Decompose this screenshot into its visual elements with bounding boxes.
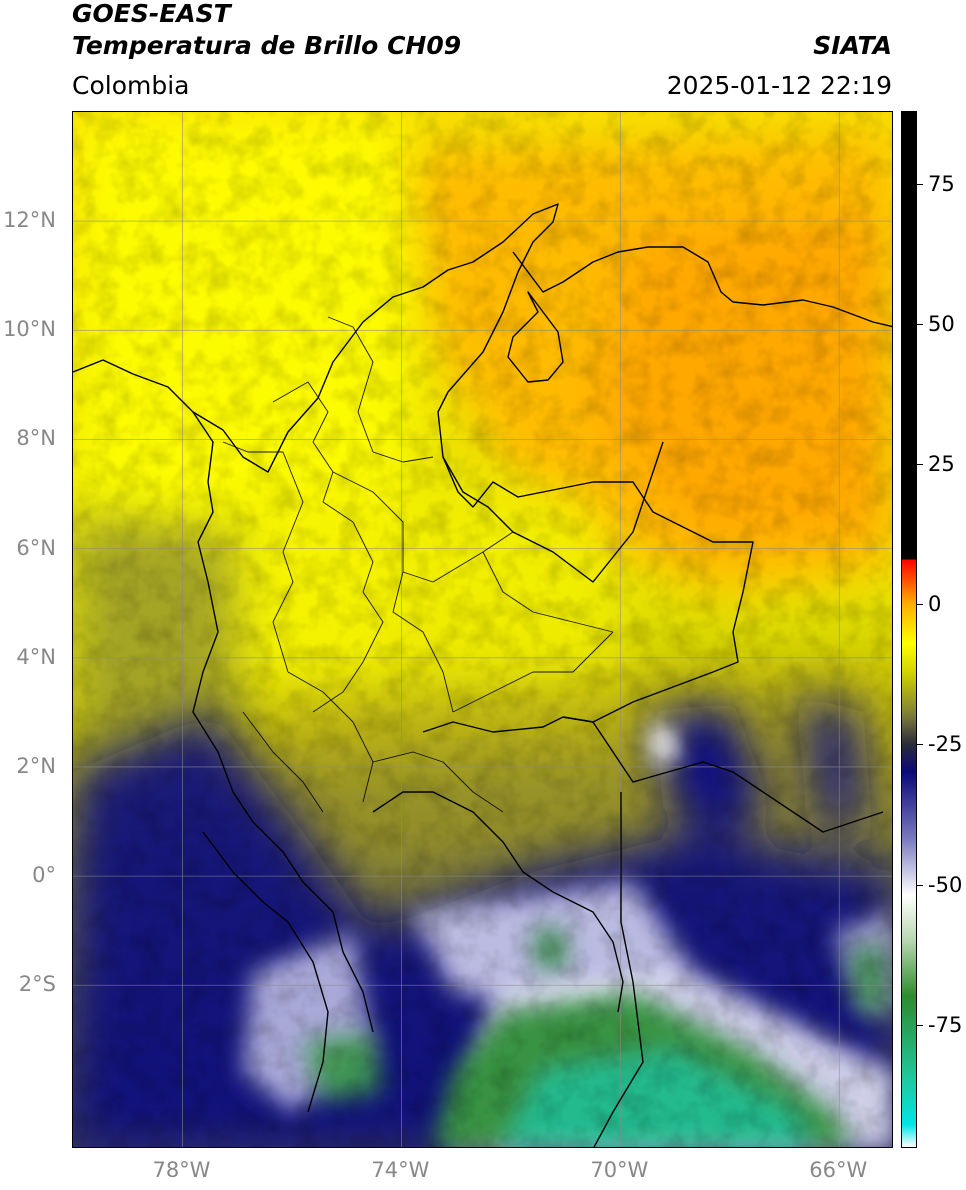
latitude-tick-label: 0°	[32, 863, 56, 888]
colorbar-tick	[917, 183, 923, 185]
ecuador-coast	[202, 831, 329, 1113]
colorbar-tick	[917, 324, 923, 325]
latitude-tick-label: 12°N	[3, 208, 56, 233]
colorbar-tick	[917, 884, 923, 886]
map-panel	[72, 111, 893, 1148]
colorbar-tick-label: 0	[928, 592, 942, 617]
coastline-borders	[73, 203, 892, 1147]
colorbar-tick-label: -50	[928, 872, 963, 897]
latitude-tick-label: 2°S	[18, 972, 56, 997]
colorbar-tick	[917, 604, 923, 606]
colombia-peru-ecuador-border	[372, 716, 624, 1013]
colorbar-tick-label: 25	[928, 452, 955, 477]
product-title: Temperatura de Brillo CH09	[72, 31, 462, 60]
latitude-tick-label: 10°N	[3, 317, 56, 342]
caribbean-coastline	[73, 203, 664, 583]
colorbar-tick-label: -25	[928, 732, 963, 757]
pacific-coastline	[192, 411, 374, 1033]
colombia-brazil-border	[562, 716, 884, 833]
latitude-tick-label: 4°N	[16, 644, 56, 669]
venezuela-coastline	[512, 246, 892, 328]
brightness-temperature-map	[73, 112, 892, 1147]
longitude-tick-label: 78°W	[152, 1158, 211, 1182]
colorbar-tick-label: -75	[928, 1012, 963, 1037]
maracaibo-lake	[507, 291, 564, 383]
colombia-venezuela-border	[442, 456, 754, 723]
region-label: Colombia	[72, 71, 190, 100]
longitude-tick-label: 74°W	[371, 1158, 430, 1182]
colorbar-tick	[917, 1024, 923, 1026]
colorbar	[901, 111, 917, 1148]
colorbar-tick-label: 50	[928, 312, 955, 336]
field-texture	[73, 112, 892, 1147]
satellite-title: GOES-EAST	[72, 0, 231, 28]
colorbar-tick-label: 75	[928, 171, 955, 196]
timestamp-label: 2025-01-12 22:19	[666, 71, 892, 100]
latitude-tick-label: 8°N	[16, 426, 56, 451]
longitude-tick-label: 66°W	[809, 1158, 868, 1182]
department-boundaries	[222, 316, 614, 813]
meridian-border	[593, 792, 644, 1147]
longitude-tick-label: 70°W	[590, 1158, 649, 1182]
latitude-tick-label: 6°N	[16, 535, 56, 560]
brand-label: SIATA	[813, 31, 892, 60]
graticule	[73, 112, 892, 1147]
latitude-tick-label: 2°N	[16, 753, 56, 778]
colorbar-tick	[917, 464, 923, 466]
colorbar-tick	[917, 744, 923, 746]
